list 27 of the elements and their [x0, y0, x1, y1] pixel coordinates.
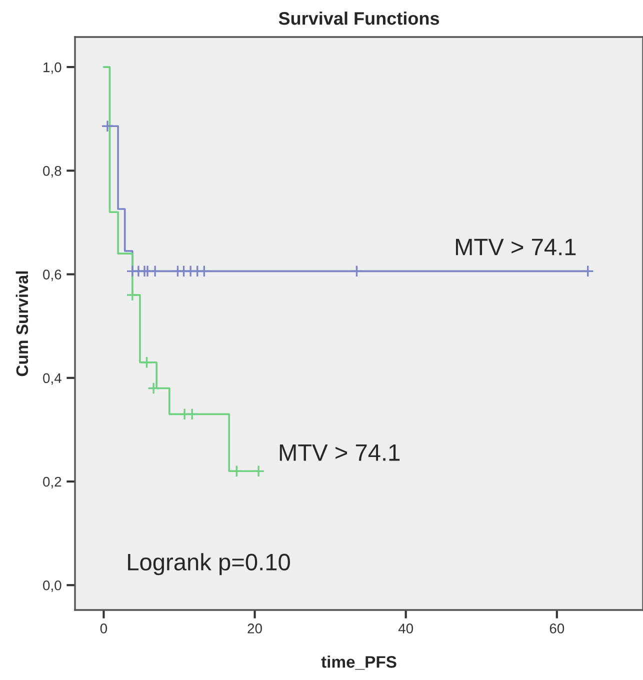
- x-axis-title: time_PFS: [321, 656, 396, 670]
- point: [186, 408, 198, 420]
- x-tick-label: 0: [100, 624, 108, 634]
- y-axis-title: Cum Survival: [16, 271, 28, 376]
- point: [147, 382, 160, 394]
- y-tick-label: 0,0: [43, 580, 62, 592]
- y-tick-label: 0,4: [43, 373, 62, 385]
- point: [582, 264, 594, 278]
- y-tick-label: 0,6: [43, 270, 62, 282]
- point: [148, 264, 162, 278]
- point: [101, 120, 114, 132]
- x-tick-label: 60: [550, 624, 564, 634]
- point: [198, 264, 210, 278]
- y-tick-label: 0,8: [43, 166, 62, 178]
- x-tick-label: 20: [248, 624, 262, 634]
- chart-title: Survival Functions: [278, 12, 440, 25]
- point: [126, 288, 139, 302]
- y-tick-label: 0,2: [43, 476, 62, 488]
- point: [252, 464, 265, 478]
- point: [230, 464, 243, 478]
- annotation: Logrank p=0.10: [128, 553, 290, 576]
- series-label: MTV > 74.1: [280, 444, 400, 461]
- y-tick-label: 1,0: [44, 62, 62, 74]
- x-tick-label: 40: [398, 624, 414, 634]
- series-label: MTV > 74.1: [456, 238, 576, 256]
- point: [350, 264, 363, 278]
- point: [140, 356, 153, 369]
